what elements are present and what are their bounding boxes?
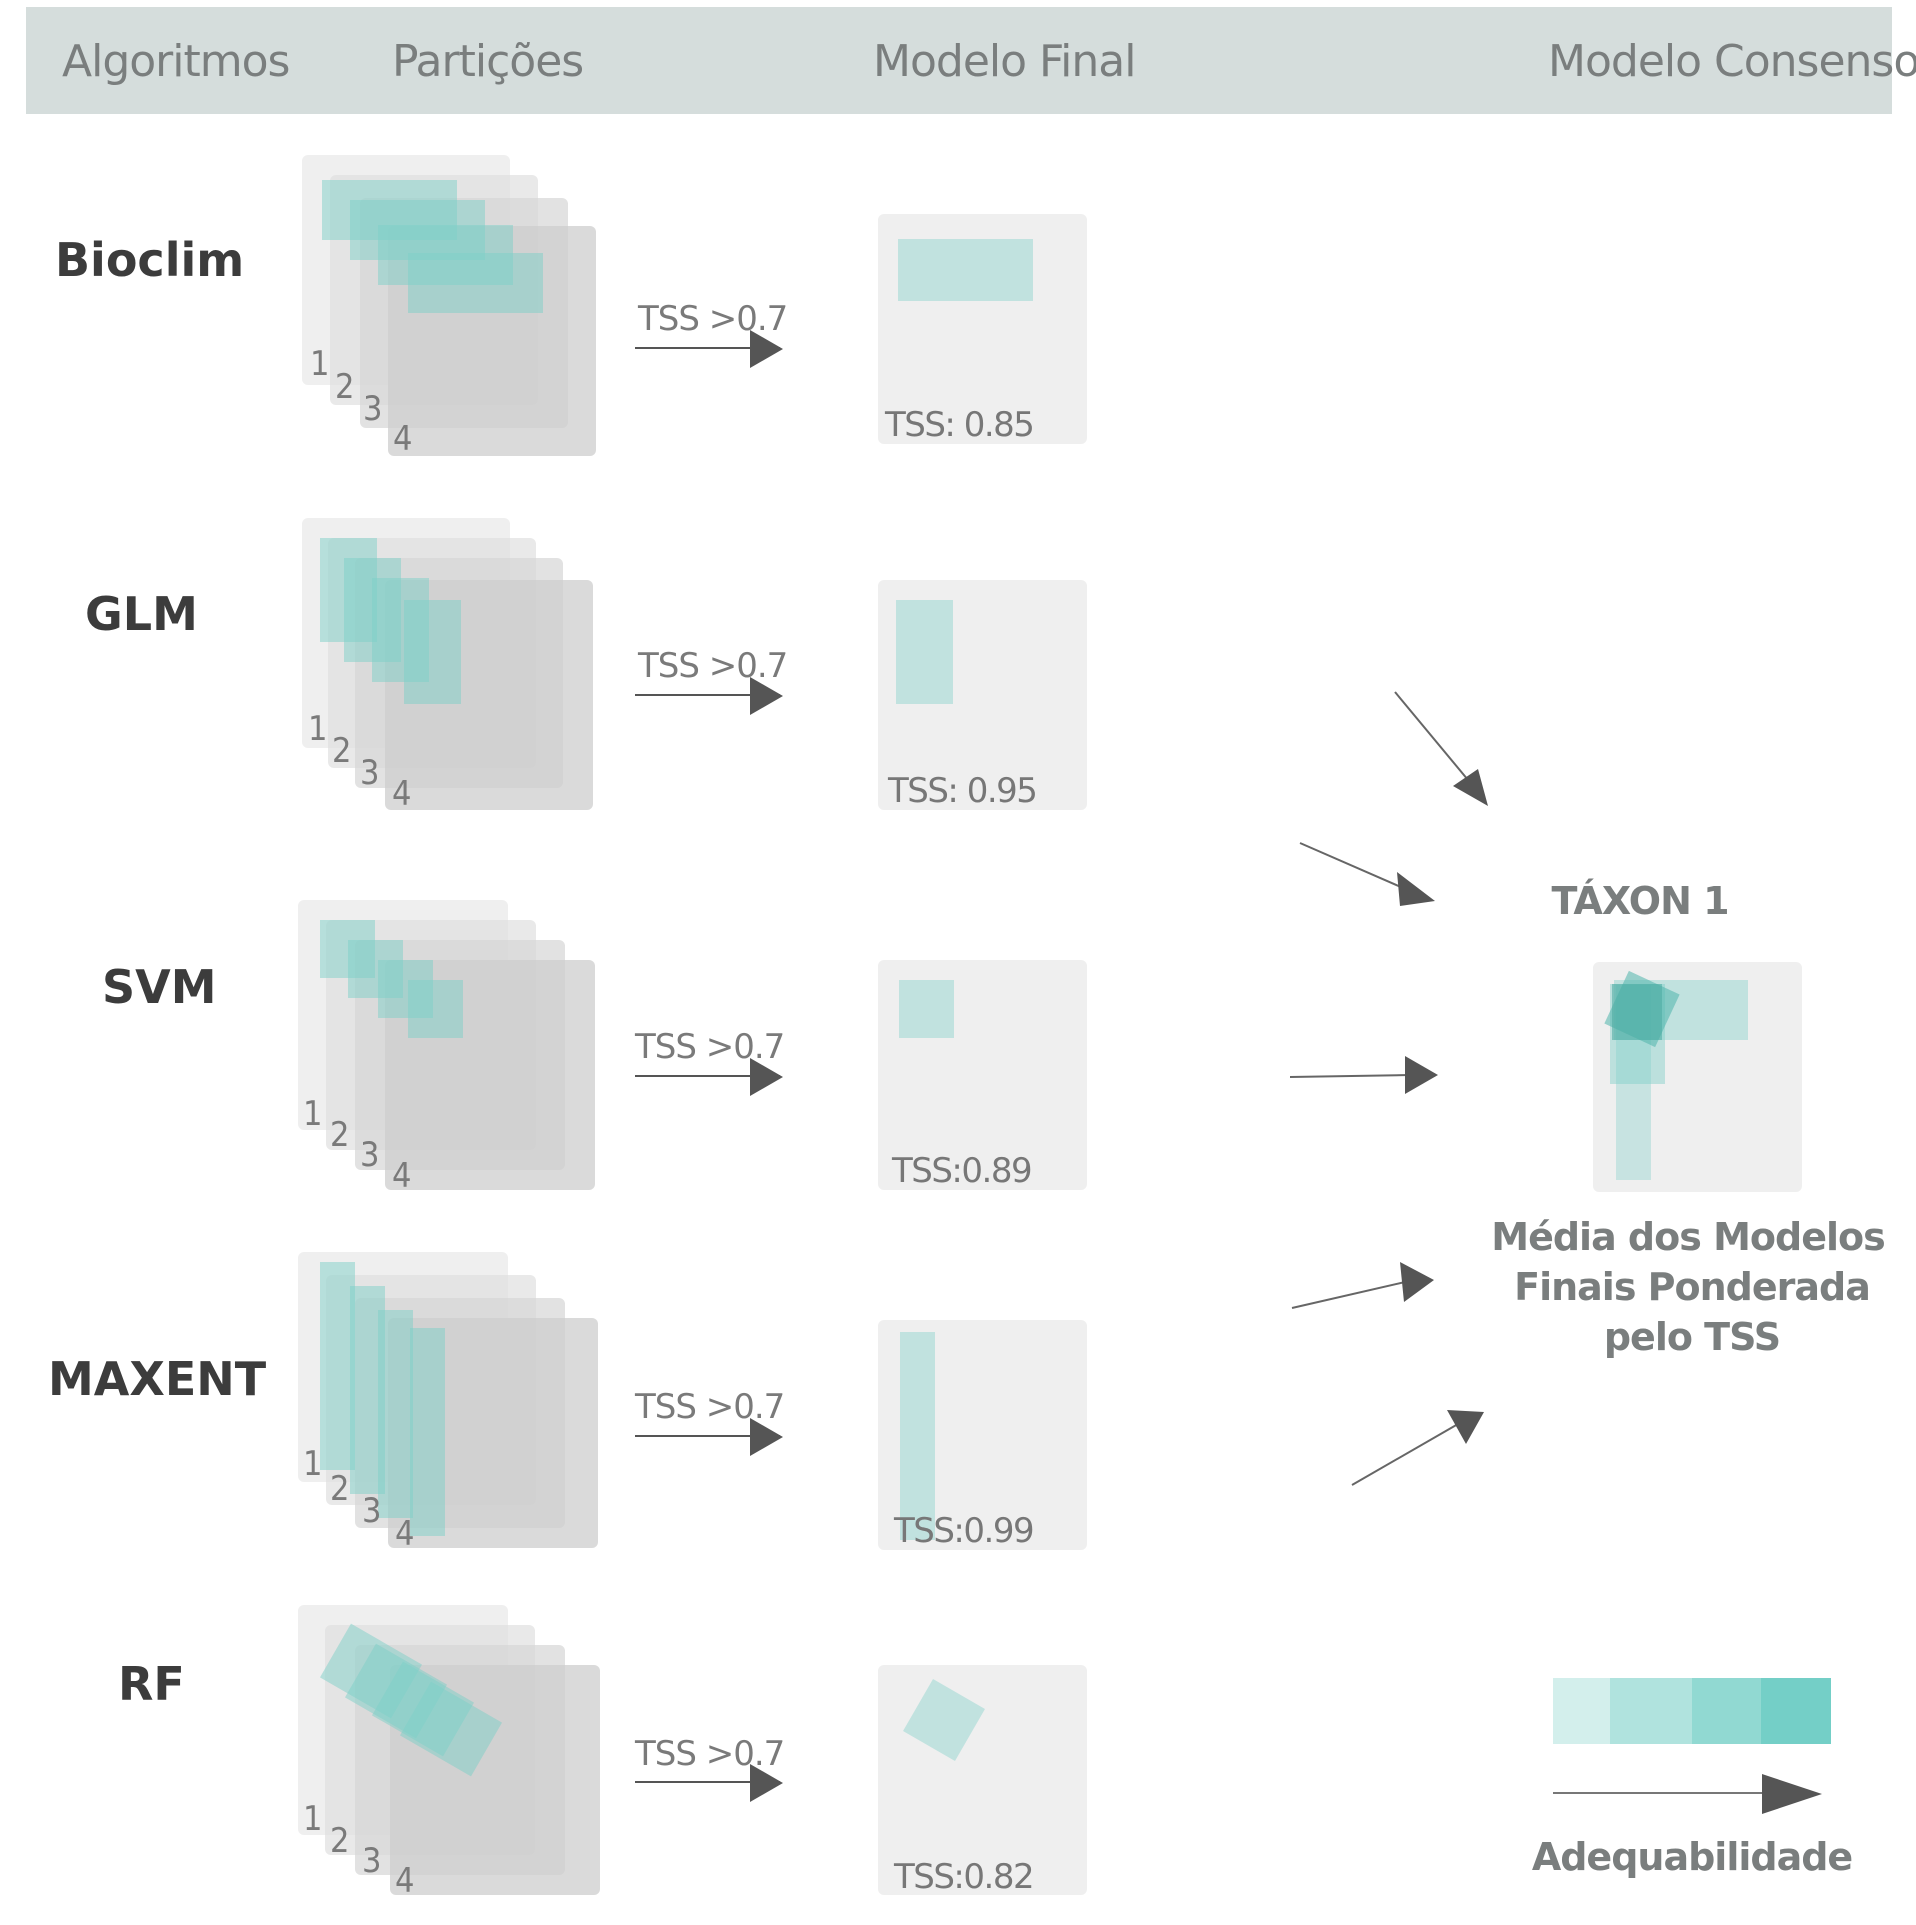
threshold-label-svm: TSS >0.7 xyxy=(634,1027,784,1067)
scale-step-3 xyxy=(1692,1678,1764,1744)
threshold-label-glm: TSS >0.7 xyxy=(637,646,787,686)
final-model-glm: TSS: 0.95 xyxy=(878,580,1087,811)
partition-number-2: 2 xyxy=(330,1115,349,1155)
partition-number-3: 3 xyxy=(362,1491,381,1531)
partition-number-3: 3 xyxy=(360,1135,379,1175)
row-rf: RF 1 2 3 4 TSS >0.7 TSS:0.82 xyxy=(118,1605,1087,1901)
partition-stack-bioclim: 1 2 3 4 xyxy=(302,155,596,459)
algorithm-label-maxent: MAXENT xyxy=(48,1352,267,1406)
arrow-to-consensus-2 xyxy=(1299,842,1411,892)
tss-value-rf: TSS:0.82 xyxy=(893,1857,1033,1897)
consensus-caption-line3: pelo TSS xyxy=(1604,1315,1780,1359)
partition-number-1: 1 xyxy=(303,1444,322,1484)
threshold-label-bioclim: TSS >0.7 xyxy=(637,299,787,339)
partition-number-1: 1 xyxy=(303,1799,322,1839)
arrow-to-consensus-5 xyxy=(1351,1423,1459,1486)
final-model-maxent: TSS:0.99 xyxy=(878,1320,1087,1551)
threshold-label-rf: TSS >0.7 xyxy=(634,1734,784,1774)
scale-label: Adequabilidade xyxy=(1532,1835,1852,1879)
partition-stack-svm: 1 2 3 4 xyxy=(298,900,595,1196)
row-glm: GLM 1 2 3 4 TSS >0.7 TSS: 0.95 xyxy=(85,518,1087,814)
arrow-to-consensus-3 xyxy=(1289,1074,1411,1078)
tss-value-maxent: TSS:0.99 xyxy=(893,1511,1033,1551)
partition-stack-rf: 1 2 3 4 xyxy=(298,1605,600,1901)
final-model-bioclim: TSS: 0.85 xyxy=(878,214,1087,445)
arrow-to-consensus-4 xyxy=(1291,1281,1406,1309)
algorithm-label-svm: SVM xyxy=(102,960,217,1014)
partition-stack-glm: 1 2 3 4 xyxy=(302,518,593,814)
taxon-title: TÁXON 1 xyxy=(1551,879,1728,923)
partition-stack-maxent: 1 2 3 4 xyxy=(298,1252,598,1554)
partition-number-1: 1 xyxy=(303,1094,322,1134)
partition-number-3: 3 xyxy=(362,1841,381,1881)
consensus-caption-line2: Finais Ponderada xyxy=(1514,1265,1870,1309)
consensus-arrows xyxy=(1289,691,1488,1486)
partition-number-1: 1 xyxy=(308,709,327,749)
header-modelo-final: Modelo Final xyxy=(873,36,1135,87)
scale-step-4 xyxy=(1761,1678,1831,1744)
scale-step-2 xyxy=(1610,1678,1695,1744)
consensus-caption-line1: Média dos Modelos xyxy=(1491,1215,1885,1259)
partition-number-4: 4 xyxy=(395,1861,414,1901)
arrow-to-consensus-1 xyxy=(1394,691,1479,793)
partition-number-3: 3 xyxy=(363,389,382,429)
partition-number-2: 2 xyxy=(335,367,354,407)
algorithm-label-rf: RF xyxy=(118,1657,185,1711)
algorithm-label-glm: GLM xyxy=(85,587,198,641)
row-bioclim: Bioclim 1 2 3 4 TSS >0.7 TSS: 0.85 xyxy=(55,155,1087,459)
partition-number-2: 2 xyxy=(330,1469,349,1509)
partition-number-4: 4 xyxy=(393,419,412,459)
tss-value-glm: TSS: 0.95 xyxy=(887,771,1036,811)
partition-number-4: 4 xyxy=(392,1156,411,1196)
consensus-model: TÁXON 1 Média dos Modelos Finais Pondera… xyxy=(1491,879,1886,1359)
partition-number-2: 2 xyxy=(332,731,351,771)
partition-number-2: 2 xyxy=(330,1821,349,1861)
final-model-svm: TSS:0.89 xyxy=(878,960,1087,1191)
tss-value-svm: TSS:0.89 xyxy=(891,1151,1031,1191)
row-maxent: MAXENT 1 2 3 4 TSS >0.7 TSS:0.99 xyxy=(48,1252,1087,1554)
tss-value-bioclim: TSS: 0.85 xyxy=(884,405,1033,445)
header-modelo-consenso: Modelo Consenso xyxy=(1548,36,1916,87)
partition-number-4: 4 xyxy=(395,1514,414,1554)
header-algoritmos: Algoritmos xyxy=(62,36,289,87)
suitability-scale: Adequabilidade xyxy=(1532,1678,1853,1879)
header-band xyxy=(26,7,1892,114)
scale-step-1 xyxy=(1553,1678,1615,1744)
algorithm-label-bioclim: Bioclim xyxy=(55,233,244,287)
partition-number-4: 4 xyxy=(392,774,411,814)
partition-number-1: 1 xyxy=(310,344,329,384)
final-model-rf: TSS:0.82 xyxy=(878,1665,1087,1897)
header-particoes: Partições xyxy=(392,36,583,87)
threshold-label-maxent: TSS >0.7 xyxy=(634,1387,784,1427)
partition-number-3: 3 xyxy=(360,753,379,793)
row-svm: SVM 1 2 3 4 TSS >0.7 TSS:0.89 xyxy=(102,900,1087,1196)
